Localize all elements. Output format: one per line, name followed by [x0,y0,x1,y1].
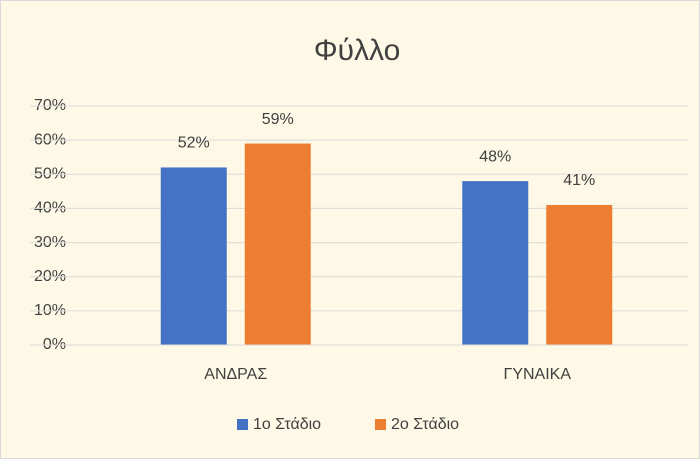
data-label: 59% [262,111,294,128]
data-label: 41% [563,172,595,189]
bar [462,181,529,345]
legend-swatch [237,419,248,430]
bar [546,205,613,345]
bar [160,167,227,345]
legend-label: 2ο Στάδιο [391,416,459,433]
x-tick-label: ΑΝΔΡΑΣ [204,366,267,383]
x-tick-label: ΓΥΝΑΙΚΑ [504,366,572,383]
chart-title: Φύλλο [314,34,401,67]
bar [244,143,311,345]
data-label: 52% [178,135,210,152]
legend-swatch [375,419,386,430]
legend-label: 1ο Στάδιο [253,416,321,433]
data-label: 48% [479,148,511,165]
